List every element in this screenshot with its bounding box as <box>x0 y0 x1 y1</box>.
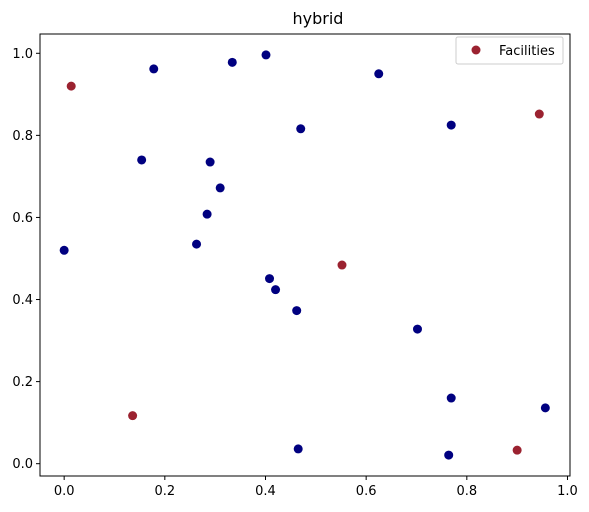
facility-point <box>512 445 522 455</box>
facility-point <box>534 109 544 119</box>
facility-point <box>66 81 76 91</box>
data-point <box>227 57 237 67</box>
legend-marker-facilities <box>471 45 481 55</box>
facility-point <box>128 411 138 421</box>
data-point <box>265 274 275 284</box>
y-tick-label: 0.2 <box>12 375 33 390</box>
x-tick-label: 0.2 <box>154 484 175 499</box>
data-point <box>444 450 454 460</box>
data-point <box>59 245 69 255</box>
data-point <box>215 183 225 193</box>
data-point <box>149 64 159 74</box>
data-point <box>446 393 456 403</box>
x-tick-label: 0.6 <box>356 484 377 499</box>
data-point <box>192 239 202 249</box>
data-points <box>59 50 550 460</box>
plot-area-frame <box>39 33 571 477</box>
legend-box <box>455 36 564 65</box>
x-axis: 0.0 0.2 0.4 0.6 0.8 1.0 <box>54 476 578 499</box>
x-tick-label: 0.4 <box>255 484 276 499</box>
data-point <box>446 120 456 130</box>
chart-title: hybrid <box>293 9 344 28</box>
data-point <box>202 209 212 219</box>
y-tick-label: 0.0 <box>12 457 33 472</box>
x-tick-label: 0.8 <box>456 484 477 499</box>
y-tick-label: 0.4 <box>12 293 33 308</box>
data-point <box>292 306 302 316</box>
x-tick-label: 1.0 <box>557 484 578 499</box>
data-point <box>374 69 384 79</box>
y-tick-label: 0.8 <box>12 129 33 144</box>
data-point <box>412 324 422 334</box>
y-tick-label: 1.0 <box>12 47 33 62</box>
data-point <box>261 50 271 60</box>
data-point <box>271 285 281 295</box>
data-point <box>296 124 306 134</box>
y-axis: 0.0 0.2 0.4 0.6 0.8 1.0 <box>12 47 40 472</box>
y-tick-label: 0.6 <box>12 211 33 226</box>
data-point <box>540 403 550 413</box>
data-point <box>137 155 147 165</box>
legend: Facilities <box>455 36 564 65</box>
data-point <box>293 444 303 454</box>
x-tick-label: 0.0 <box>54 484 75 499</box>
facility-point <box>337 260 347 270</box>
legend-label-facilities: Facilities <box>499 44 555 59</box>
data-point <box>205 157 215 167</box>
